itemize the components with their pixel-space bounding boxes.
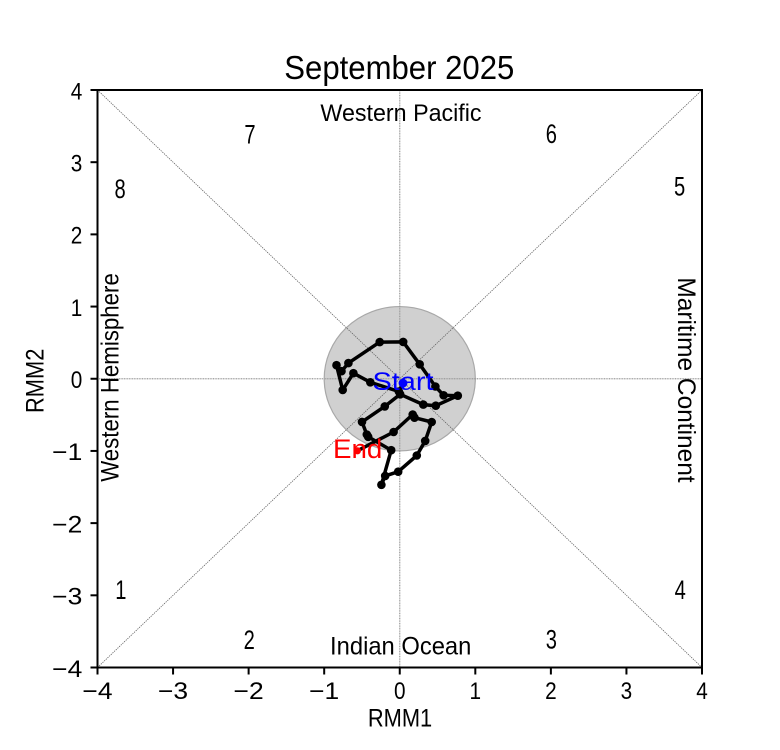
svg-text:8: 8 [114,174,125,203]
svg-text:4: 4 [675,575,686,604]
svg-text:September 2025: September 2025 [284,49,514,86]
svg-text:2: 2 [71,222,83,249]
svg-text:−4: −4 [52,656,82,682]
svg-text:3: 3 [71,150,83,177]
svg-text:−3: −3 [52,584,82,610]
svg-text:−1: −1 [52,440,82,466]
svg-text:Western Pacific: Western Pacific [320,100,481,128]
svg-text:−3: −3 [158,678,188,704]
svg-text:4: 4 [71,78,83,105]
svg-text:1: 1 [115,575,126,604]
svg-text:3: 3 [546,625,557,654]
svg-text:Western Hemisphere: Western Hemisphere [96,273,123,482]
svg-text:5: 5 [674,172,685,201]
svg-text:4: 4 [696,678,708,705]
svg-text:0: 0 [71,367,83,394]
svg-text:−2: −2 [234,678,264,704]
svg-text:2: 2 [244,626,255,655]
svg-text:1: 1 [71,295,83,322]
svg-text:3: 3 [621,678,633,705]
svg-text:RMM2: RMM2 [21,349,48,413]
svg-text:RMM1: RMM1 [368,704,432,731]
svg-text:1: 1 [470,678,482,705]
svg-text:2: 2 [545,678,557,705]
svg-text:−1: −1 [309,678,339,704]
svg-text:Indian Ocean: Indian Ocean [330,633,471,661]
svg-text:End: End [333,434,382,465]
svg-text:Start: Start [372,368,434,396]
svg-text:7: 7 [244,120,255,149]
svg-text:0: 0 [394,678,406,705]
svg-text:−2: −2 [52,512,82,538]
svg-text:6: 6 [546,119,557,148]
svg-text:−4: −4 [82,678,112,704]
svg-text:Maritime Continent: Maritime Continent [672,277,699,482]
